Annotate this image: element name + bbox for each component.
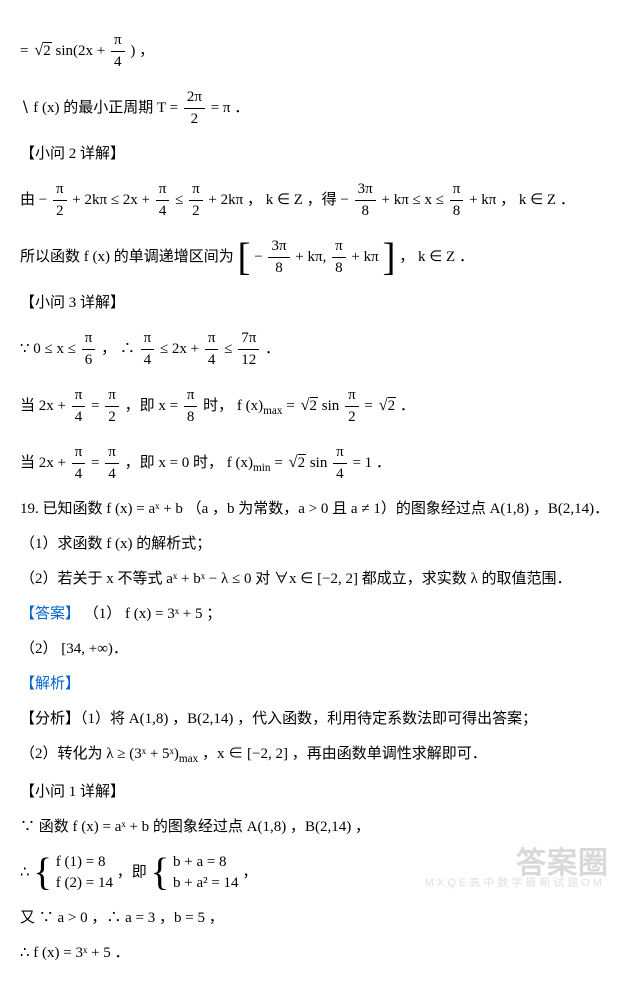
fraction: 7π12 (238, 328, 259, 371)
answer-1: 【答案】 （1） f (x) = 3ˣ + 5 ； (20, 604, 599, 625)
fraction: π8 (332, 236, 346, 279)
subheading-2: 【小问 2 详解】 (20, 144, 599, 165)
fraction: π8 (184, 385, 198, 428)
cases: b + a = 8 b + a² = 14 (173, 852, 239, 894)
eq-line-1: = 2 sin(2x + π4 ) ， (20, 30, 599, 73)
fraction: 3π8 (355, 179, 376, 222)
subheading-3: 【小问 3 详解】 (20, 293, 599, 314)
question-19: 19. 已知函数 f (x) = aˣ + b （a ，b 为常数，a > 0 … (20, 499, 599, 520)
left-brace-icon: { (33, 855, 52, 890)
analysis-label: 【解析】 (20, 674, 599, 695)
step-4: ∴ f (x) = 3ˣ + 5 ． (20, 943, 599, 964)
eq-line-2: ∖ f (x) 的最小正周期 T = 2π2 = π ． (20, 87, 599, 130)
question-19-2: （2）若关于 x 不等式 aˣ + bˣ − λ ≤ 0 对 ∀x ∈ [−2,… (20, 569, 599, 590)
analysis-1: 【分析】（1）将 A(1,8) ，B(2,14) ，代入函数，利用待定系数法即可… (20, 709, 599, 730)
fraction: π4 (111, 30, 125, 73)
left-bracket-icon: [ (238, 240, 251, 275)
answer-2: （2） [34, +∞)． (20, 639, 599, 660)
cases: f (1) = 8 f (2) = 14 (56, 852, 113, 894)
subheading-1b: 【小问 1 详解】 (20, 782, 599, 803)
sqrt: 2 (34, 38, 52, 62)
fraction: π4 (141, 328, 155, 371)
fraction: π4 (205, 328, 219, 371)
eq-line-3: 由 − π2 + 2kπ ≤ 2x + π4 ≤ π2 + 2kπ ， k ∈ … (20, 179, 599, 222)
left-brace-icon: { (151, 855, 170, 890)
fraction: π4 (105, 442, 119, 485)
text: ) ， (130, 43, 154, 59)
text: sin(2x + (56, 43, 109, 59)
sqrt: 2 (289, 450, 307, 474)
right-bracket-icon: ] (382, 240, 395, 275)
fraction: π2 (53, 179, 67, 222)
answer-label: 【答案】 (20, 606, 80, 622)
fraction: 3π8 (268, 236, 289, 279)
sqrt: 2 (379, 393, 397, 417)
fraction: π4 (72, 385, 86, 428)
eq-line-7: 当 2x + π4 = π4 ，即 x = 0 时， f (x)min = 2 … (20, 442, 599, 485)
fraction: π8 (450, 179, 464, 222)
eq-line-6: 当 2x + π4 = π2 ，即 x = π8 时， f (x)max = 2… (20, 385, 599, 428)
text: ∖ f (x) 的最小正周期 T = (20, 100, 182, 116)
fraction: π2 (345, 385, 359, 428)
eq-line-5: ∵ 0 ≤ x ≤ π6 ， ∴ π4 ≤ 2x + π4 ≤ 7π12 ． (20, 328, 599, 371)
fraction: 2π2 (184, 87, 205, 130)
fraction: π6 (82, 328, 96, 371)
step-1: ∵ 函数 f (x) = aˣ + b 的图象经过点 A(1,8) ，B(2,1… (20, 817, 599, 838)
fraction: π4 (72, 442, 86, 485)
question-19-1: （1）求函数 f (x) 的解析式； (20, 534, 599, 555)
fraction: π4 (333, 442, 347, 485)
step-3: 又 ∵ a > 0 ，∴ a = 3 ，b = 5 ， (20, 908, 599, 929)
fraction: π2 (105, 385, 119, 428)
fraction: π4 (156, 179, 170, 222)
step-2: ∴ { f (1) = 8 f (2) = 14 ，即 { b + a = 8 … (20, 852, 599, 894)
eq-line-4: 所以函数 f (x) 的单调递增区间为 [ − 3π8 + kπ, π8 + k… (20, 236, 599, 279)
fraction: π2 (189, 179, 203, 222)
text: = (20, 43, 32, 59)
analysis-2: （2）转化为 λ ≥ (3ˣ + 5ˣ)max ，x ∈ [−2, 2] ，再由… (20, 744, 599, 768)
sqrt: 2 (300, 393, 318, 417)
text: = π ． (211, 100, 250, 116)
